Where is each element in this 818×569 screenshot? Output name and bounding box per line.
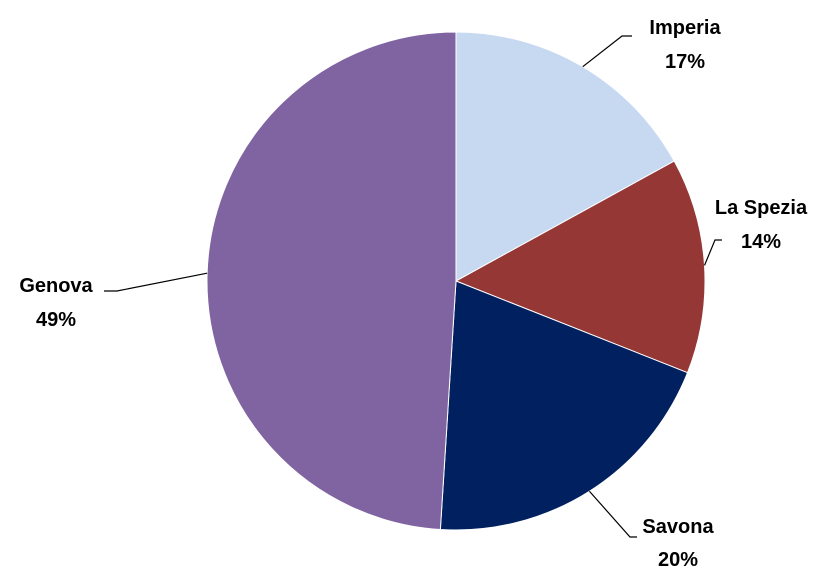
label-la-spezia: La Spezia 14% bbox=[715, 197, 808, 253]
label-imperia-name: Imperia bbox=[649, 17, 721, 39]
data-labels: Imperia 17% La Spezia 14% Savona 20% Gen… bbox=[19, 17, 808, 569]
label-genova-value: 49% bbox=[36, 309, 76, 331]
leader-lines bbox=[104, 35, 722, 538]
label-savona: Savona 20% bbox=[642, 516, 714, 569]
leader-line-la-spezia bbox=[703, 239, 722, 266]
label-imperia-value: 17% bbox=[665, 51, 705, 73]
leader-line-imperia bbox=[582, 35, 632, 68]
label-savona-name: Savona bbox=[642, 516, 714, 538]
leader-line-savona bbox=[588, 490, 637, 538]
pie-slice-la-spezia bbox=[454, 160, 706, 374]
label-imperia: Imperia 17% bbox=[649, 17, 721, 73]
label-savona-value: 20% bbox=[658, 549, 698, 569]
leader-line-genova bbox=[104, 272, 208, 292]
label-la-spezia-name: La Spezia bbox=[715, 197, 808, 219]
pie-slice-imperia bbox=[455, 31, 675, 282]
label-genova-name: Genova bbox=[19, 275, 93, 297]
pie-slice-genova bbox=[206, 31, 457, 531]
label-la-spezia-value: 14% bbox=[741, 231, 781, 253]
pie-slices bbox=[206, 31, 706, 531]
label-genova: Genova 49% bbox=[19, 275, 93, 331]
pie-slice-savona bbox=[439, 280, 689, 531]
